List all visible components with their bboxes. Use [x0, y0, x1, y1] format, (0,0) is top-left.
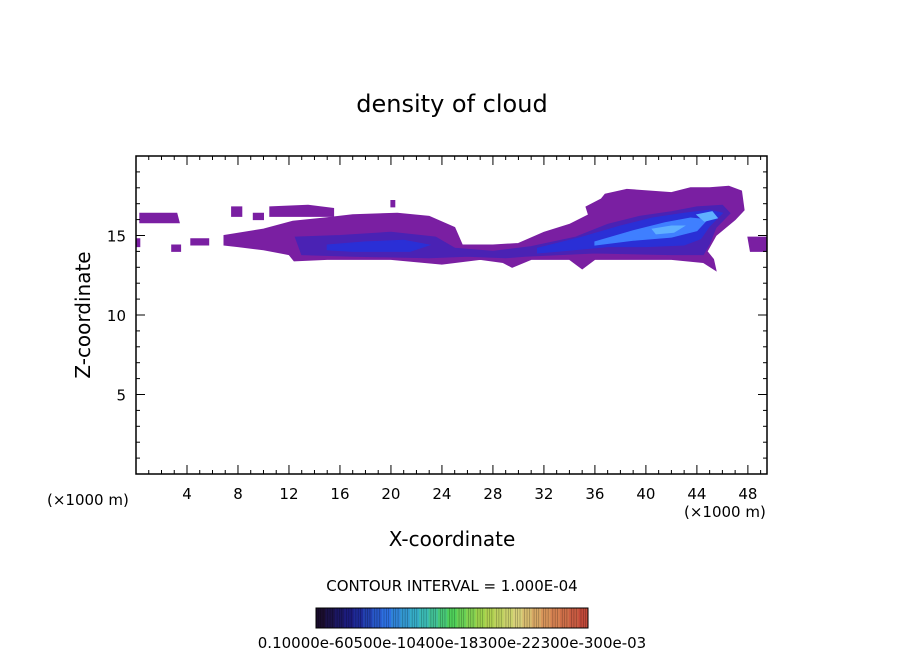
colorbar-segment: [334, 608, 345, 628]
colorbar-segment: [484, 608, 495, 628]
colorbar-segment: [456, 608, 467, 628]
y-axis-label: Z-coordinate: [71, 251, 95, 378]
colorbar-segment: [578, 608, 589, 628]
y-tick-label: 10: [107, 307, 126, 325]
x-tick-label: 32: [534, 485, 553, 503]
y-axis-ticks: 5 10 15: [107, 171, 767, 459]
contour-region-mid-11: [326, 239, 432, 252]
x-tick-label: 40: [636, 485, 655, 503]
chart-title: density of cloud: [356, 90, 547, 118]
y-tick-label: 5: [116, 387, 126, 405]
colorbar-segment: [550, 608, 561, 628]
contour-interval-text: CONTOUR INTERVAL = 1.000E-04: [326, 577, 577, 595]
x-tick-label: 8: [233, 485, 243, 503]
x-tick-label: 36: [585, 485, 604, 503]
x-units-right: (×1000 m): [684, 503, 766, 521]
colorbar-segment: [494, 608, 505, 628]
colorbar: [316, 608, 589, 628]
contour-region-low-2: [171, 244, 182, 252]
colorbar-segment: [559, 608, 570, 628]
x-tick-label: 12: [279, 485, 298, 503]
colorbar-segment: [391, 608, 401, 628]
contour-region-low-4: [231, 206, 243, 217]
colorbar-segment: [447, 608, 458, 628]
contour-region-low-6: [269, 204, 335, 217]
colorbar-labels: 0.10000e-60500e-10400e-18300e-22300e-300…: [258, 634, 646, 652]
contour-region-low-0: [139, 212, 180, 224]
colorbar-segment: [381, 608, 392, 628]
colorbar-frame: [315, 607, 589, 629]
x-tick-label: 28: [483, 485, 502, 503]
colorbar-segment: [353, 608, 364, 628]
y-tick-label: 15: [107, 228, 126, 246]
x-units-left: (×1000 m): [47, 491, 129, 509]
colorbar-segment: [466, 608, 476, 628]
colorbar-segment: [503, 608, 514, 628]
x-tick-label: 4: [182, 485, 192, 503]
x-tick-label: 48: [738, 485, 757, 503]
x-tick-label: 20: [381, 485, 400, 503]
contour-region-low-3: [190, 238, 210, 246]
colorbar-segment: [362, 608, 373, 628]
colorbar-segment: [419, 608, 430, 628]
colorbar-segment: [531, 608, 542, 628]
colorbar-segment: [541, 608, 551, 628]
colorbar-segment: [316, 608, 326, 628]
contour-region-low-7: [390, 200, 396, 208]
colorbar-segment: [428, 608, 439, 628]
x-tick-label: 44: [687, 485, 706, 503]
colorbar-segment: [400, 608, 411, 628]
colorbar-segment: [522, 608, 533, 628]
colorbar-segment: [325, 608, 336, 628]
x-axis-ticks: 4 8 12 16 20 24 28 32 36 40 44 48: [148, 156, 762, 503]
contour-region-high-13: [594, 217, 709, 246]
x-tick-label: 24: [432, 485, 451, 503]
colorbar-segment: [372, 608, 383, 628]
colorbar-segment: [512, 608, 523, 628]
x-tick-label: 16: [330, 485, 349, 503]
contour-region-low-8: [747, 236, 768, 252]
colorbar-segment: [475, 608, 486, 628]
contour-region-low-5: [252, 212, 264, 221]
contour-regions: [135, 185, 768, 272]
colorbar-segment: [437, 608, 448, 628]
colorbar-segment: [409, 608, 420, 628]
colorbar-segment: [344, 608, 355, 628]
colorbar-segment: [569, 608, 580, 628]
contour-region-peak-15: [695, 211, 719, 222]
x-axis-label: X-coordinate: [389, 527, 516, 551]
contour-region-peak-14: [651, 225, 686, 235]
